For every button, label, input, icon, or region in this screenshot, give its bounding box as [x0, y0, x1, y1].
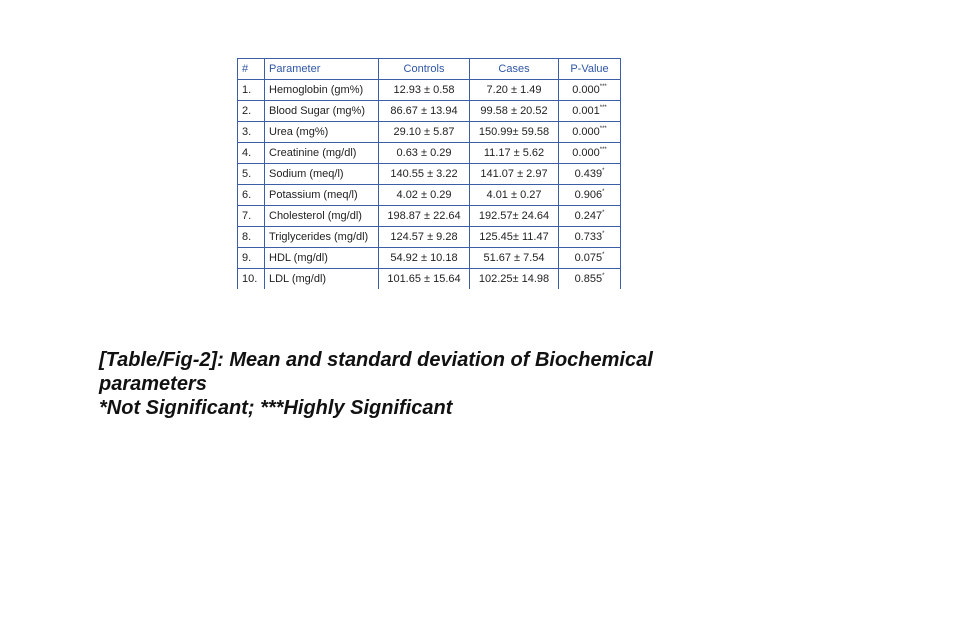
caption-title: [Table/Fig-2]: Mean and standard deviati… — [99, 349, 653, 395]
p-value: 0.906 — [574, 189, 603, 201]
row-number: 6. — [237, 184, 265, 206]
row-number: 2. — [237, 100, 265, 122]
row-number: 8. — [237, 226, 265, 248]
controls-cell: 86.67 ± 13.94 — [378, 100, 470, 122]
controls-cell: 4.02 ± 0.29 — [378, 184, 470, 206]
row-number: 1. — [237, 79, 265, 101]
parameter-cell: Hemoglobin (gm%) — [264, 79, 379, 101]
significance-mark: *** — [599, 126, 607, 132]
significance-mark: * — [602, 210, 605, 216]
p-value-cell: 0.855* — [558, 268, 621, 289]
p-value-cell: 0.247* — [558, 205, 621, 227]
significance-mark: * — [602, 252, 605, 258]
significance-mark: * — [602, 189, 605, 195]
controls-cell: 54.92 ± 10.18 — [378, 247, 470, 269]
table-row: 1. Hemoglobin (gm%) 12.93 ± 0.58 7.20 ± 1.4… — [237, 79, 621, 101]
controls-cell: 0.63 ± 0.29 — [378, 142, 470, 164]
row-number: 4. — [237, 142, 265, 164]
parameter-cell: Creatinine (mg/dl) — [264, 142, 379, 164]
table-row: 9. HDL (mg/dl) 54.92 ± 10.18 51.67 ± 7.54 0.… — [237, 247, 621, 269]
table-row: 6. Potassium (meq/l) 4.02 ± 0.29 4.01 ± 0.2… — [237, 184, 621, 206]
cases-cell: 150.99± 59.58 — [469, 121, 559, 143]
parameter-cell: Sodium (meq/l) — [264, 163, 379, 185]
parameter-cell: LDL (mg/dl) — [264, 268, 379, 289]
header-parameter: Parameter — [264, 58, 379, 80]
caption: [Table/Fig-2]: Mean and standard deviati… — [99, 348, 739, 420]
table-row: 2. Blood Sugar (mg%) 86.67 ± 13.94 99.58 ± … — [237, 100, 621, 122]
table-row: 8. Triglycerides (mg/dl) 124.57 ± 9.28 125.… — [237, 226, 621, 248]
controls-cell: 124.57 ± 9.28 — [378, 226, 470, 248]
significance-mark: *** — [599, 147, 607, 153]
table-row: 7. Cholesterol (mg/dl) 198.87 ± 22.64 192.5… — [237, 205, 621, 227]
row-number: 10. — [237, 268, 265, 289]
parameter-cell: Cholesterol (mg/dl) — [264, 205, 379, 227]
p-value-cell: 0.733* — [558, 226, 621, 248]
header-cases: Cases — [469, 58, 559, 80]
significance-mark: * — [602, 168, 605, 174]
biochemical-table: # Parameter Controls Cases P-Value 1. Hem… — [237, 58, 621, 289]
significance-mark: * — [602, 273, 605, 279]
header-p-value: P-Value — [558, 58, 621, 80]
table-row: 4. Creatinine (mg/dl) 0.63 ± 0.29 11.17 ± 5… — [237, 142, 621, 164]
cases-cell: 99.58 ± 20.52 — [469, 100, 559, 122]
controls-cell: 140.55 ± 3.22 — [378, 163, 470, 185]
p-value: 0.733 — [574, 231, 603, 243]
cases-cell: 192.57± 24.64 — [469, 205, 559, 227]
p-value: 0.075 — [574, 252, 603, 264]
p-value-cell: 0.075* — [558, 247, 621, 269]
p-value: 0.001 — [572, 105, 600, 117]
row-number: 9. — [237, 247, 265, 269]
cases-cell: 7.20 ± 1.49 — [469, 79, 559, 101]
header-number: # — [237, 58, 265, 80]
parameter-cell: Potassium (meq/l) — [264, 184, 379, 206]
significance-mark: *** — [599, 84, 607, 90]
cases-cell: 4.01 ± 0.27 — [469, 184, 559, 206]
p-value-cell: 0.001*** — [558, 100, 621, 122]
p-value-cell: 0.000*** — [558, 142, 621, 164]
row-number: 3. — [237, 121, 265, 143]
parameter-cell: Urea (mg%) — [264, 121, 379, 143]
controls-cell: 198.87 ± 22.64 — [378, 205, 470, 227]
cases-cell: 11.17 ± 5.62 — [469, 142, 559, 164]
p-value: 0.000 — [572, 126, 600, 138]
significance-mark: * — [602, 231, 605, 237]
table-row: 3. Urea (mg%) 29.10 ± 5.87 150.99± 59.58 0.0… — [237, 121, 621, 143]
cases-cell: 141.07 ± 2.97 — [469, 163, 559, 185]
row-number: 5. — [237, 163, 265, 185]
table-header-row: # Parameter Controls Cases P-Value — [237, 58, 621, 80]
p-value: 0.439 — [574, 168, 603, 180]
p-value-cell: 0.000*** — [558, 121, 621, 143]
p-value: 0.855 — [574, 273, 603, 285]
controls-cell: 29.10 ± 5.87 — [378, 121, 470, 143]
p-value-cell: 0.439* — [558, 163, 621, 185]
p-value: 0.000 — [572, 147, 600, 159]
cases-cell: 125.45± 11.47 — [469, 226, 559, 248]
p-value: 0.000 — [572, 84, 600, 96]
p-value-cell: 0.906* — [558, 184, 621, 206]
cases-cell: 102.25± 14.98 — [469, 268, 559, 289]
row-number: 7. — [237, 205, 265, 227]
significance-mark: *** — [599, 105, 607, 111]
parameter-cell: Blood Sugar (mg%) — [264, 100, 379, 122]
controls-cell: 101.65 ± 15.64 — [378, 268, 470, 289]
cases-cell: 51.67 ± 7.54 — [469, 247, 559, 269]
header-controls: Controls — [378, 58, 470, 80]
table-row: 5. Sodium (meq/l) 140.55 ± 3.22 141.07 ± 2.… — [237, 163, 621, 185]
controls-cell: 12.93 ± 0.58 — [378, 79, 470, 101]
caption-note: *Not Significant; ***Highly Significant — [99, 397, 453, 419]
parameter-cell: Triglycerides (mg/dl) — [264, 226, 379, 248]
parameter-cell: HDL (mg/dl) — [264, 247, 379, 269]
p-value-cell: 0.000*** — [558, 79, 621, 101]
p-value: 0.247 — [574, 210, 603, 222]
table-row: 10. LDL (mg/dl) 101.65 ± 15.64 102.25± 14.9… — [237, 268, 621, 289]
